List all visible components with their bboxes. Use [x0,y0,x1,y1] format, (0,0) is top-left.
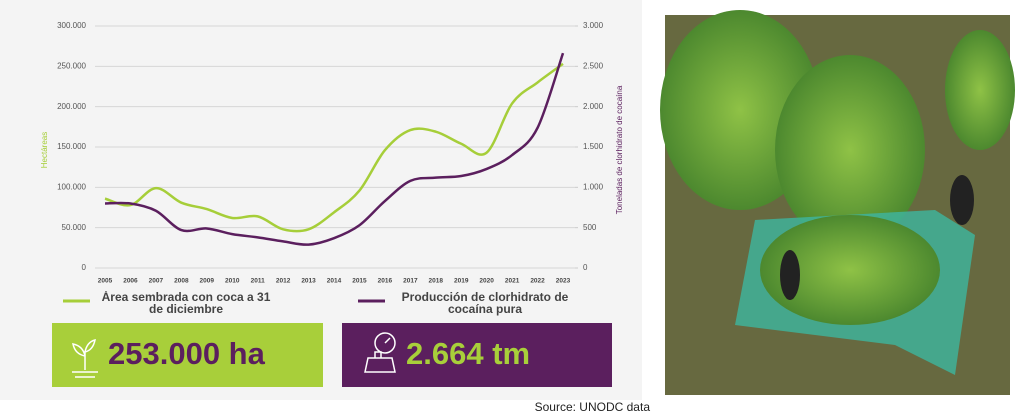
y-tick-label: 0 [82,263,87,272]
source: Source: UNODC data [535,400,651,414]
y-tick-label: 150.000 [57,142,86,151]
x-tick-label: 2015 [352,278,367,285]
callout-value: 2.664 tm [406,336,530,371]
x-tick-label: 2016 [378,278,393,285]
photo [660,10,1015,395]
y2-tick-label: 2.500 [583,61,604,70]
y2-tick-label: 3.000 [583,21,604,30]
plant-icon [72,338,98,378]
legend-entry: Producción de clorhidrato de cocaína pur… [401,291,569,316]
y-axis-label: Hectáreas [40,132,49,168]
x-tick-label: 2009 [200,278,215,285]
x-tick-label: 2017 [403,278,418,285]
x-tick-label: 2011 [251,278,265,285]
x-tick-label: 2021 [505,278,520,285]
x-tick-label: 2006 [123,278,138,285]
y-tick-label: 300.000 [57,21,86,30]
x-tick-label: 2022 [530,278,545,285]
x-tick-label: 2019 [454,278,469,285]
y-tick-label: 200.000 [57,102,86,111]
x-tick-label: 2018 [429,278,444,285]
legend-text: Producción de clorhidrato de cocaína pur… [401,291,569,316]
y2-tick-label: 0 [583,263,588,272]
x-tick-label: 2013 [301,278,316,285]
y2-axis-label: Toneladas de clorhidrato de cocaína [615,85,624,214]
y2-tick-label: 1.500 [583,142,604,151]
x-tick-label: 2010 [225,278,240,285]
series-line [104,62,564,233]
plot: 0 50.000 100.000 150.000 200.000 250.000 300.0… [57,21,603,285]
y-tick-label: 100.000 [57,182,86,191]
x-tick-label: 2023 [556,278,571,285]
y-tick-label: 250.000 [57,61,86,70]
series-line [104,52,565,246]
x-tick-label: 2012 [276,278,291,285]
x-tick-label: 2020 [479,278,494,285]
x-tick-label: 2007 [149,278,164,285]
y2-tick-label: 500 [583,223,597,232]
y-tick-label: 50.000 [62,223,87,232]
callout-value: 253.000 ha [108,336,266,371]
y2-tick-label: 1.000 [583,182,604,191]
scale-icon [364,332,396,373]
legend-text: Área sembrada con coca a 31 de diciembre [101,291,271,316]
legend-entry: Área sembrada con coca a 31 de diciembre [101,291,271,316]
x-tick-label: 2014 [327,278,342,285]
x-tick-label: 2005 [98,278,113,285]
callout-box [52,323,323,387]
y2-tick-label: 2.000 [583,102,604,111]
x-tick-label: 2008 [174,278,189,285]
